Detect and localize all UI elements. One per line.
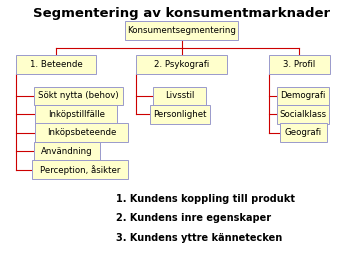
Text: Perception, åsikter: Perception, åsikter — [40, 165, 120, 175]
Text: Personlighet: Personlighet — [153, 110, 207, 119]
FancyBboxPatch shape — [269, 55, 330, 74]
Text: Livsstil: Livsstil — [165, 92, 194, 100]
Text: 1. Beteende: 1. Beteende — [30, 60, 83, 69]
Text: 3. Kundens yttre kännetecken: 3. Kundens yttre kännetecken — [116, 233, 282, 243]
FancyBboxPatch shape — [150, 105, 210, 124]
Text: Segmentering av konsumentmarknader: Segmentering av konsumentmarknader — [33, 7, 330, 19]
FancyBboxPatch shape — [277, 87, 330, 105]
FancyBboxPatch shape — [16, 55, 96, 74]
Text: 2. Psykografi: 2. Psykografi — [154, 60, 209, 69]
Text: Konsumentsegmentering: Konsumentsegmentering — [127, 26, 236, 35]
Text: Geografi: Geografi — [285, 128, 322, 137]
FancyBboxPatch shape — [277, 105, 330, 124]
FancyBboxPatch shape — [154, 87, 206, 105]
FancyBboxPatch shape — [36, 105, 117, 124]
Text: Sökt nytta (behov): Sökt nytta (behov) — [38, 92, 118, 100]
FancyBboxPatch shape — [32, 160, 128, 179]
FancyBboxPatch shape — [136, 55, 227, 74]
Text: 1. Kundens koppling till produkt: 1. Kundens koppling till produkt — [116, 194, 295, 204]
Text: Inköpsbeteende: Inköpsbeteende — [47, 128, 117, 137]
Text: Demografi: Demografi — [280, 92, 326, 100]
FancyBboxPatch shape — [125, 21, 238, 40]
Text: Socialklass: Socialklass — [280, 110, 327, 119]
FancyBboxPatch shape — [33, 87, 123, 105]
Text: 3. Profil: 3. Profil — [284, 60, 315, 69]
FancyBboxPatch shape — [36, 123, 128, 142]
FancyBboxPatch shape — [34, 142, 100, 161]
Text: 2. Kundens inre egenskaper: 2. Kundens inre egenskaper — [116, 213, 271, 223]
Text: Inköpstillfälle: Inköpstillfälle — [48, 110, 105, 119]
FancyBboxPatch shape — [280, 123, 327, 142]
Text: Användning: Användning — [41, 147, 93, 156]
